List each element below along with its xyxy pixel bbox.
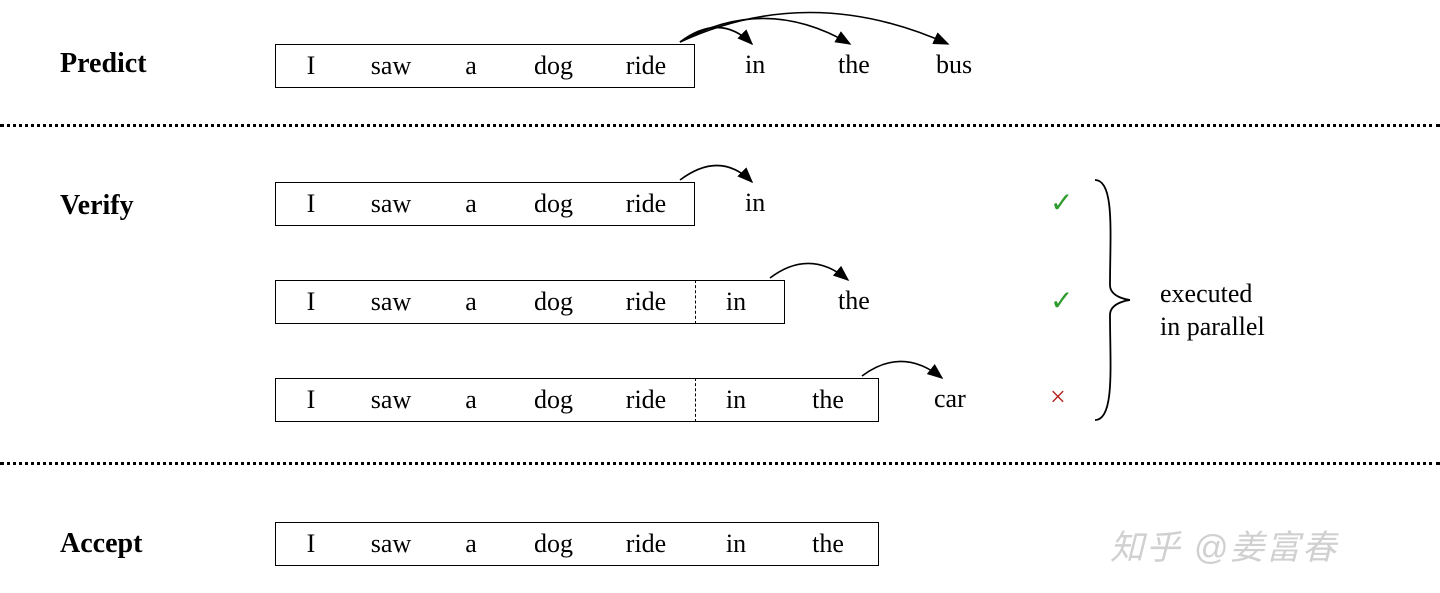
token: a [436, 51, 506, 81]
brace-icon [1090, 175, 1140, 425]
token: dog [506, 385, 601, 415]
token: I [276, 51, 346, 81]
verify1-out: in [745, 188, 765, 218]
predicted-token: in [745, 50, 765, 80]
token: dog [506, 287, 601, 317]
check-icon: ✓ [1050, 186, 1073, 220]
token: ride [601, 287, 691, 317]
verify-box-2: I saw a dog ride in [275, 280, 785, 324]
watermark: 知乎 @姜富春 [1110, 520, 1338, 569]
verify-box-3: I saw a dog ride in the [275, 378, 879, 422]
token: ride [601, 51, 691, 81]
token: ride [601, 189, 691, 219]
token: a [436, 189, 506, 219]
verify-box-1: I saw a dog ride [275, 182, 695, 226]
dash-divider [695, 378, 696, 422]
brace-label: executed in parallel [1160, 278, 1265, 343]
token: in [691, 385, 781, 415]
token: a [436, 385, 506, 415]
diagram-container: { "sections": { "predict": { "label": "P… [0, 0, 1440, 593]
token: I [276, 189, 346, 219]
label-text: Predict [60, 48, 147, 79]
token: saw [346, 529, 436, 559]
label-text: Accept [60, 528, 142, 559]
verify3-arrow [0, 0, 1440, 440]
token: dog [506, 529, 601, 559]
divider-1 [0, 124, 1440, 127]
brace-text-line2: in parallel [1160, 312, 1265, 341]
accept-box: I saw a dog ride in the [275, 522, 879, 566]
token: a [436, 287, 506, 317]
token: dog [506, 189, 601, 219]
token: in [691, 287, 781, 317]
token: saw [346, 287, 436, 317]
verify2-out: the [838, 286, 870, 316]
section-label-accept: Accept [60, 528, 142, 560]
token: saw [346, 51, 436, 81]
token: in [691, 529, 781, 559]
predict-arrow-1 [0, 0, 1440, 120]
token: a [436, 529, 506, 559]
token: the [781, 385, 875, 415]
token: I [276, 287, 346, 317]
section-label-predict: Predict [60, 48, 147, 80]
divider-2 [0, 462, 1440, 465]
token: I [276, 529, 346, 559]
cross-icon: × [1050, 382, 1066, 414]
token: saw [346, 189, 436, 219]
check-icon: ✓ [1050, 284, 1073, 318]
token: the [781, 529, 875, 559]
predict-arrow-2 [0, 0, 1440, 120]
predict-arrow-3 [0, 0, 1440, 120]
predicted-token: the [838, 50, 870, 80]
dash-divider [695, 280, 696, 324]
token: ride [601, 385, 691, 415]
token: I [276, 385, 346, 415]
label-text: Verify [60, 190, 134, 221]
verify1-arrow [0, 0, 1440, 240]
verify3-out: car [934, 384, 966, 414]
section-label-verify: Verify [60, 190, 134, 222]
token: saw [346, 385, 436, 415]
predicted-token: bus [936, 50, 972, 80]
token: ride [601, 529, 691, 559]
token: dog [506, 51, 601, 81]
brace-text-line1: executed [1160, 279, 1252, 308]
predict-box: I saw a dog ride [275, 44, 695, 88]
